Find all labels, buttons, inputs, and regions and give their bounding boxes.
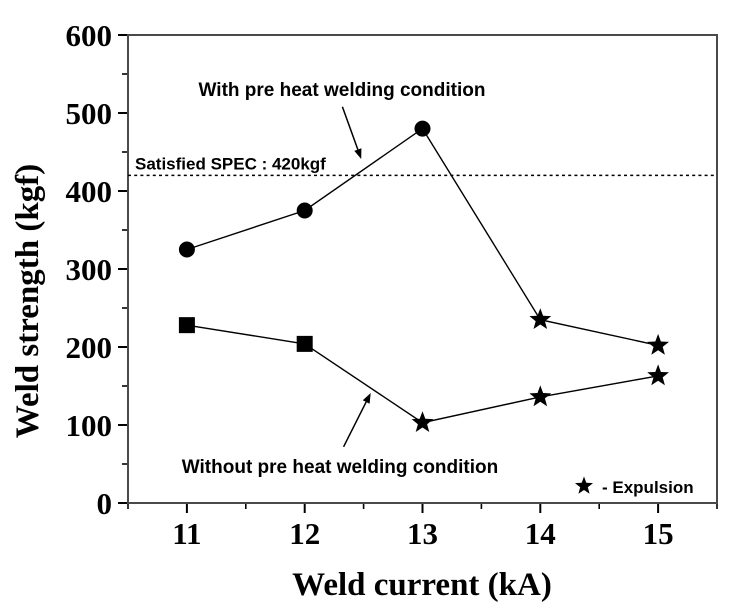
circle-marker: [296, 202, 313, 219]
spec-line-label: Satisfied SPEC : 420kgf: [135, 154, 326, 173]
annotation-arrow-head: [354, 148, 362, 159]
plot-frame: [127, 34, 718, 504]
y-tick-label: 600: [66, 18, 113, 53]
square-marker: [178, 317, 195, 334]
annotation-text: Without pre heat welding condition: [182, 457, 498, 478]
y-tick-label: 300: [66, 252, 113, 287]
y-axis-title: Weld strength (kgf): [10, 164, 46, 438]
x-tick-label: 11: [172, 516, 201, 551]
annotation-arrow-head: [362, 393, 371, 404]
legend-star-icon: [575, 476, 593, 494]
y-tick-label: 500: [66, 96, 113, 131]
y-tick-label: 400: [66, 174, 113, 209]
legend-label: - Expulsion: [602, 478, 694, 497]
expulsion-star-marker: [647, 364, 669, 386]
series-line-2: [186, 324, 659, 424]
square-marker: [296, 335, 313, 352]
x-tick-label: 15: [643, 516, 674, 551]
x-tick-label: 13: [407, 516, 438, 551]
circle-marker: [178, 241, 195, 258]
annotation-arrow-line: [342, 401, 367, 448]
annotation-text: With pre heat welding condition: [199, 80, 486, 101]
x-tick-label: 12: [289, 516, 320, 551]
circle-marker: [414, 120, 431, 137]
x-axis-title: Weld current (kA): [292, 567, 552, 603]
expulsion-star-marker: [529, 308, 552, 329]
expulsion-star-marker: [529, 385, 552, 407]
y-tick-label: 100: [66, 408, 113, 443]
expulsion-star-marker: [411, 411, 434, 432]
annotation-arrow-line: [341, 106, 359, 150]
y-tick-label: 200: [66, 330, 113, 365]
expulsion-star-marker: [647, 333, 669, 355]
chart-layer: 11 12 13 14 15 0 100 200 300 400 500 600 Satisfied S…: [66, 18, 718, 551]
y-tick-label: 0: [97, 486, 113, 521]
x-tick-label: 14: [525, 516, 556, 551]
